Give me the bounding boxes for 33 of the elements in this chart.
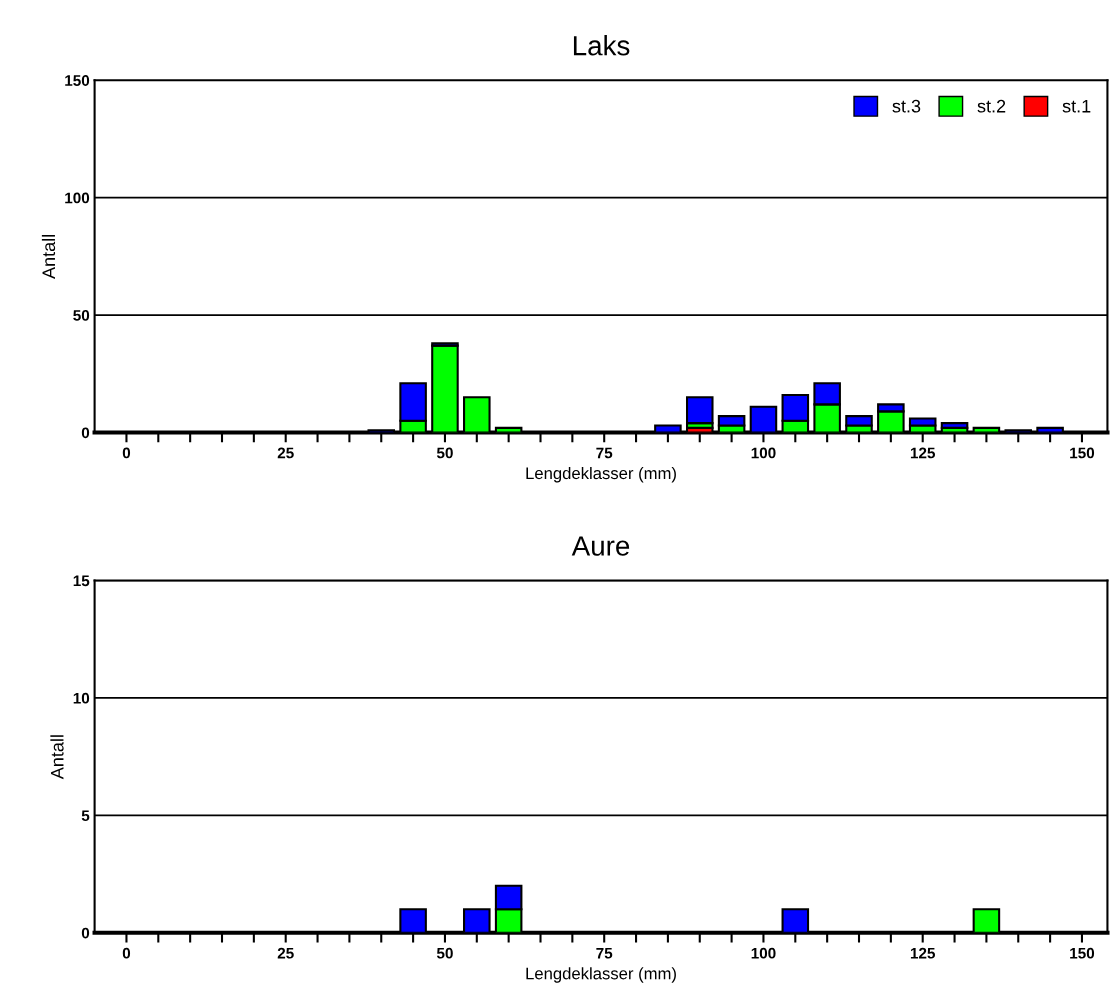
y-tick-label: 50 bbox=[73, 309, 90, 321]
bar bbox=[940, 422, 969, 429]
x-tick-label: 75 bbox=[596, 447, 613, 459]
y-tick-label: 0 bbox=[81, 427, 90, 439]
x-tick-label: 150 bbox=[1070, 947, 1095, 959]
bar bbox=[685, 396, 714, 425]
chart-title: Laks bbox=[573, 35, 630, 56]
legend-label: st.2 bbox=[977, 99, 1006, 113]
y-tick-label: 10 bbox=[73, 692, 90, 704]
y-tick-label: 15 bbox=[73, 575, 90, 587]
y-axis-title: Antall bbox=[41, 235, 56, 279]
x-tick-label: 125 bbox=[910, 447, 936, 459]
x-tick-label: 100 bbox=[751, 947, 776, 959]
x-tick-label: 150 bbox=[1070, 447, 1095, 459]
x-tick-label: 0 bbox=[122, 947, 131, 959]
x-axis-title: Lengdeklasser (mm) bbox=[526, 967, 676, 983]
x-tick-label: 0 bbox=[122, 447, 131, 459]
x-tick-label: 25 bbox=[277, 947, 294, 959]
x-tick-label: 50 bbox=[436, 947, 453, 959]
y-tick-label: 0 bbox=[81, 927, 90, 939]
x-tick-label: 50 bbox=[436, 447, 453, 459]
x-tick-label: 25 bbox=[277, 447, 294, 459]
y-tick-label: 150 bbox=[65, 75, 90, 86]
chart-title: Aure bbox=[571, 536, 630, 556]
x-axis-title: Lengdeklasser (mm) bbox=[526, 466, 676, 483]
legend-label: st.1 bbox=[1062, 99, 1091, 113]
x-tick-label: 125 bbox=[910, 947, 936, 959]
y-tick-label: 100 bbox=[65, 192, 90, 204]
y-axis-title: Antall bbox=[50, 735, 64, 780]
x-tick-label: 100 bbox=[751, 447, 776, 459]
y-tick-label: 5 bbox=[81, 810, 90, 822]
legend-label: st.3 bbox=[892, 99, 921, 113]
x-tick-label: 75 bbox=[596, 947, 613, 959]
